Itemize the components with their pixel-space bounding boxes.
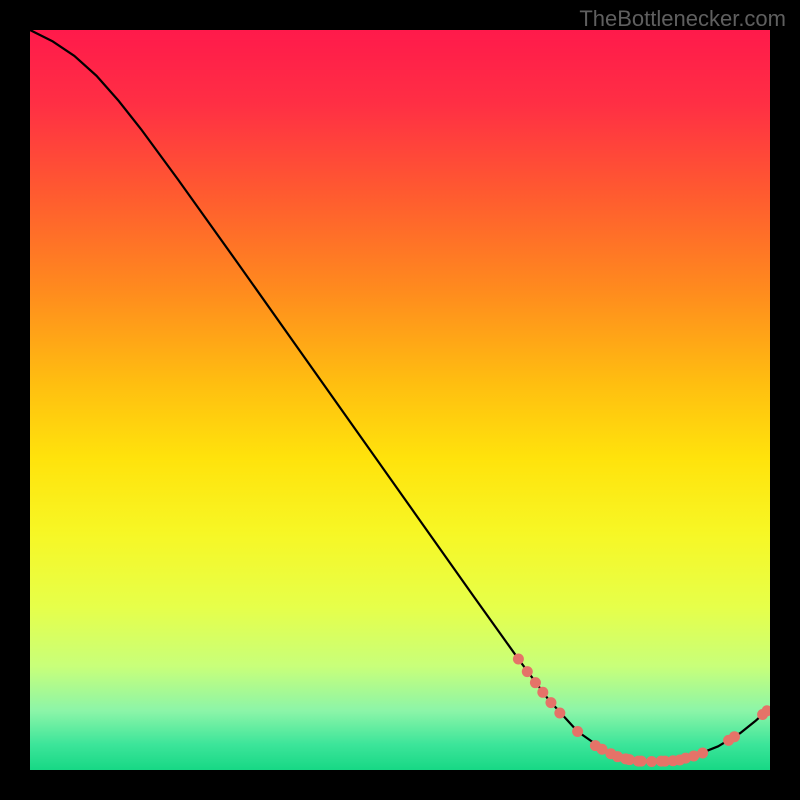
data-marker [522,666,533,677]
chart-canvas: TheBottlenecker.com [0,0,800,800]
data-marker [697,747,708,758]
data-marker [554,708,565,719]
watermark-text: TheBottlenecker.com [579,6,786,32]
data-marker [545,697,556,708]
data-marker [646,756,657,767]
data-marker [729,731,740,742]
chart-svg [30,30,770,770]
data-marker [537,687,548,698]
data-marker [513,654,524,665]
data-marker [636,756,647,767]
gradient-background [30,30,770,770]
data-marker [530,677,541,688]
data-marker [572,726,583,737]
plot-area [30,30,770,770]
